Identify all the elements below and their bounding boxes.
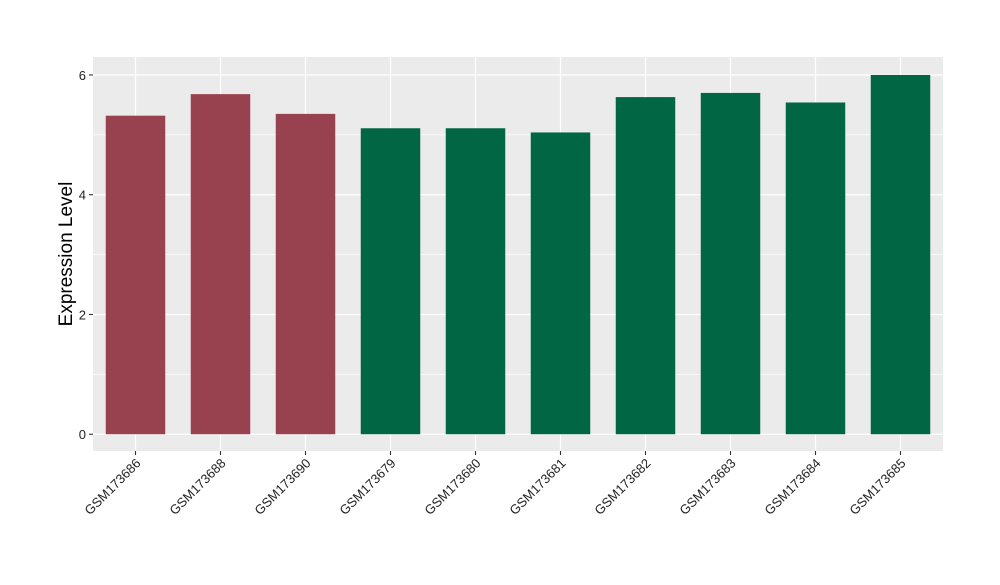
y-axis: 0 2 4 6 xyxy=(79,68,93,442)
x-axis: GSM173686 GSM173688 GSM173690 GSM173679 GSM1… xyxy=(81,451,909,518)
bar xyxy=(530,132,591,435)
y-tick-label: 4 xyxy=(79,188,86,203)
bar xyxy=(105,115,166,435)
bar xyxy=(870,74,931,435)
y-tick-label: 0 xyxy=(79,427,86,442)
x-tick-label: GSM173682 xyxy=(591,456,653,518)
y-tick-label: 2 xyxy=(79,307,86,322)
bar xyxy=(360,128,421,435)
bar xyxy=(700,92,761,435)
bar xyxy=(275,113,336,435)
x-tick-label: GSM173679 xyxy=(336,456,398,518)
x-tick-label: GSM173684 xyxy=(761,456,823,518)
x-tick-label: GSM173681 xyxy=(506,456,568,518)
x-tick-label: GSM173688 xyxy=(166,456,228,518)
y-axis-title: Expression Level xyxy=(56,182,77,327)
bars xyxy=(105,74,931,435)
bar xyxy=(785,102,846,435)
x-tick-label: GSM173686 xyxy=(81,456,143,518)
x-tick-label: GSM173690 xyxy=(251,456,313,518)
x-tick-label: GSM173685 xyxy=(846,456,908,518)
bar xyxy=(445,128,506,435)
x-tick-label: GSM173683 xyxy=(676,456,738,518)
bar xyxy=(190,94,251,435)
bar xyxy=(615,97,676,435)
x-tick-label: GSM173680 xyxy=(421,456,483,518)
y-tick-label: 6 xyxy=(79,68,86,83)
